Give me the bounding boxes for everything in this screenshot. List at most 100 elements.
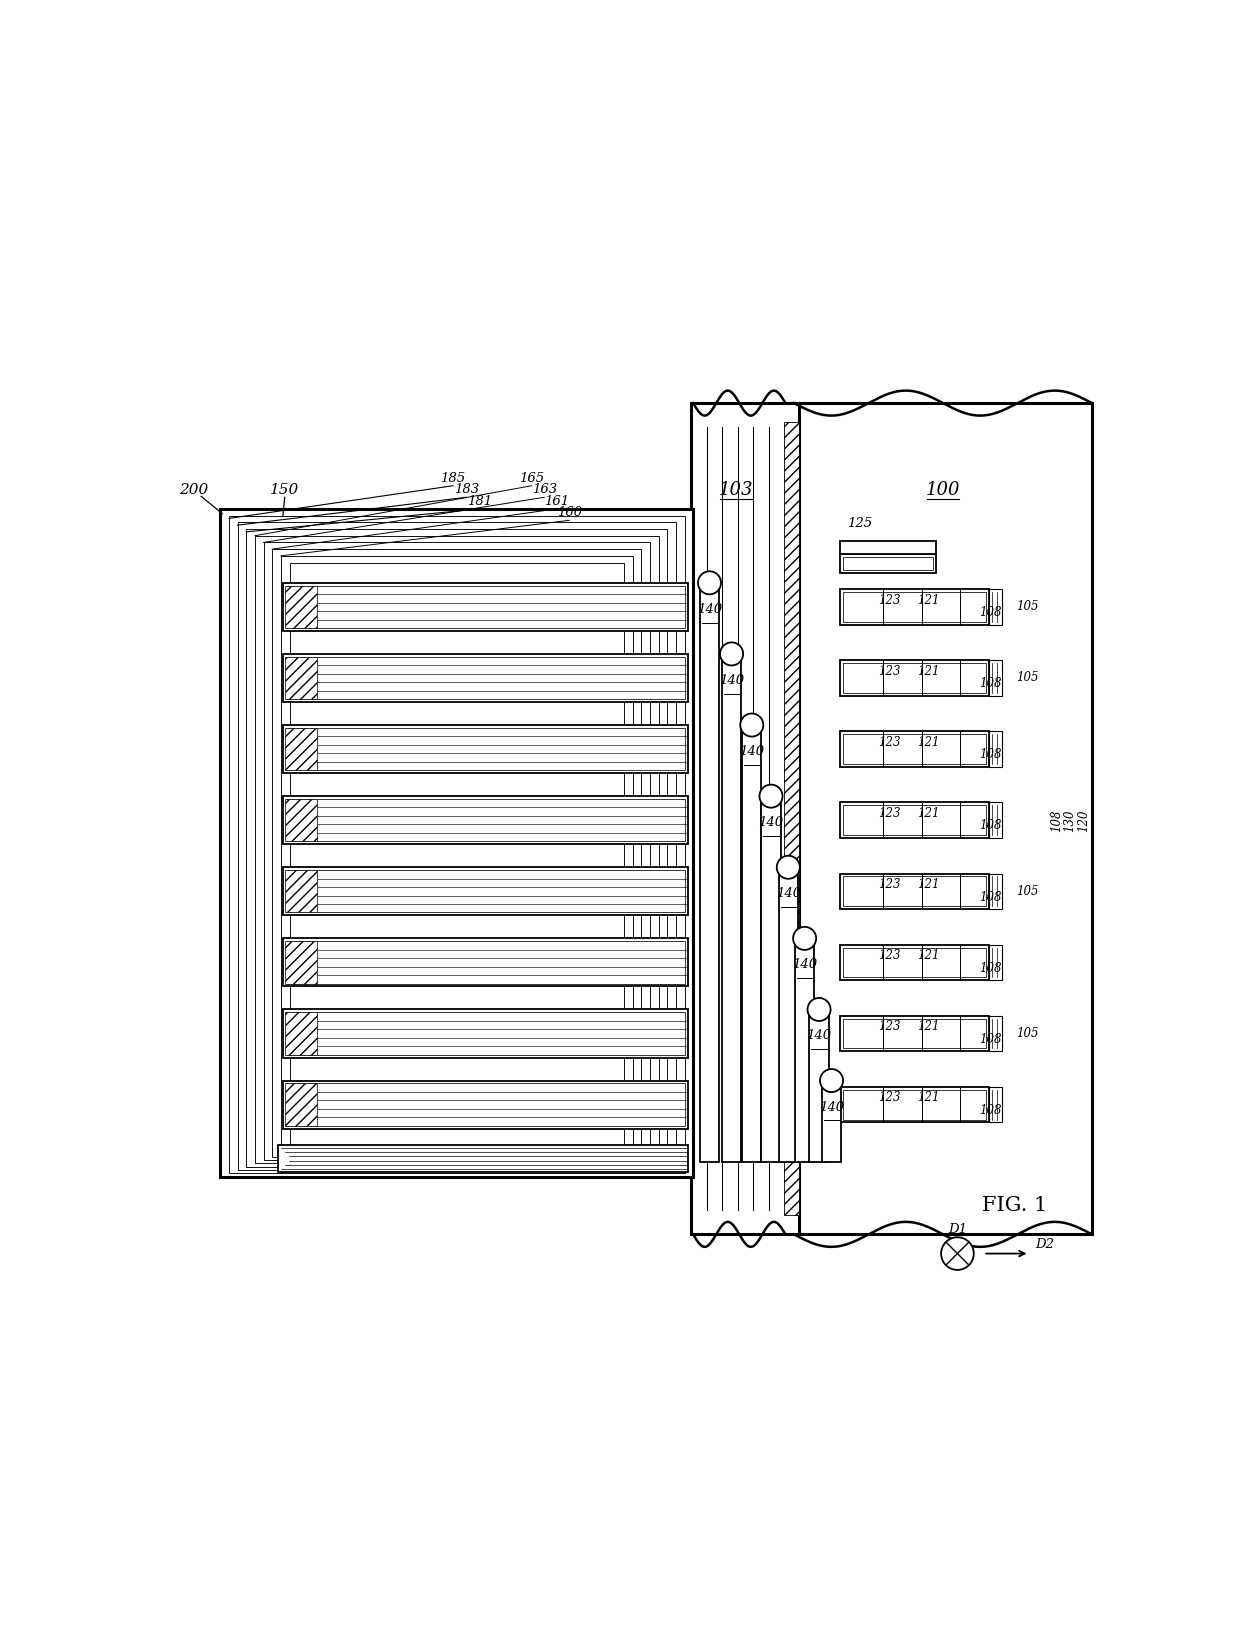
Bar [691, 403, 799, 1234]
Text: 105: 105 [1016, 885, 1039, 898]
Bar [841, 554, 936, 574]
Bar [990, 589, 1002, 624]
Circle shape [698, 571, 720, 595]
Text: 121: 121 [918, 1091, 940, 1104]
Text: 130: 130 [1064, 810, 1076, 833]
Text: 108: 108 [1050, 810, 1063, 833]
Text: 123: 123 [879, 806, 901, 820]
Bar [285, 941, 686, 984]
Circle shape [776, 855, 800, 878]
Bar [290, 563, 624, 1150]
Bar [283, 867, 688, 915]
Bar [841, 1016, 990, 1052]
Text: 108: 108 [980, 1033, 1002, 1046]
Bar [990, 1086, 1002, 1122]
Bar [822, 1081, 841, 1163]
Text: 140: 140 [759, 816, 784, 829]
Text: FIG. 1: FIG. 1 [982, 1197, 1048, 1215]
Bar [283, 725, 688, 772]
Circle shape [820, 1068, 843, 1093]
Bar [990, 660, 1002, 696]
Text: 108: 108 [980, 1104, 1002, 1117]
Bar [990, 732, 1002, 767]
Text: 108: 108 [980, 891, 1002, 904]
Text: 140: 140 [792, 958, 817, 971]
Bar [843, 556, 934, 571]
Bar [785, 423, 799, 1215]
Text: 150: 150 [270, 483, 299, 496]
Bar [221, 509, 693, 1177]
Text: 123: 123 [879, 1020, 901, 1033]
Bar [285, 1013, 686, 1055]
Text: 140: 140 [776, 888, 801, 901]
Bar [285, 1013, 317, 1055]
Bar [699, 582, 719, 1163]
Text: 181: 181 [467, 494, 492, 507]
Bar [264, 543, 650, 1159]
Text: 183: 183 [454, 483, 479, 496]
Bar [841, 873, 990, 909]
Text: 108: 108 [980, 961, 1002, 974]
Bar [285, 870, 686, 912]
Text: 121: 121 [918, 1020, 940, 1033]
Circle shape [740, 714, 764, 737]
Text: 123: 123 [879, 593, 901, 606]
Text: 121: 121 [918, 665, 940, 678]
Text: 108: 108 [980, 748, 1002, 761]
Bar [281, 556, 632, 1153]
Bar [285, 657, 686, 699]
Circle shape [941, 1237, 973, 1270]
Text: 140: 140 [739, 745, 764, 758]
Bar [283, 1081, 688, 1128]
Bar [743, 725, 761, 1163]
Bar [285, 585, 317, 628]
Circle shape [720, 642, 743, 665]
Bar [843, 1018, 986, 1049]
Text: 123: 123 [879, 737, 901, 750]
Text: 123: 123 [879, 950, 901, 963]
Text: 140: 140 [818, 1101, 844, 1114]
Bar [285, 941, 317, 984]
Text: 200: 200 [179, 483, 208, 496]
Bar [990, 873, 1002, 909]
Text: 108: 108 [980, 820, 1002, 833]
Circle shape [794, 927, 816, 950]
Bar [841, 540, 936, 554]
Bar [843, 663, 986, 693]
Text: 123: 123 [879, 665, 901, 678]
Text: 121: 121 [918, 950, 940, 963]
Bar [843, 735, 986, 764]
Bar [285, 585, 686, 628]
Bar [285, 1083, 317, 1125]
Bar [229, 515, 684, 1174]
Text: 108: 108 [980, 606, 1002, 620]
Text: 123: 123 [879, 878, 901, 891]
Bar [238, 522, 676, 1171]
Bar [841, 1086, 990, 1122]
Bar [247, 528, 667, 1166]
Bar [283, 938, 688, 987]
Text: 121: 121 [918, 878, 940, 891]
Bar [278, 1145, 688, 1172]
Text: 165: 165 [520, 472, 544, 485]
Bar [843, 1089, 986, 1120]
Bar [841, 732, 990, 767]
Text: 100: 100 [926, 481, 960, 499]
Text: 161: 161 [544, 494, 569, 507]
Circle shape [759, 785, 782, 808]
Text: 140: 140 [719, 673, 744, 686]
Circle shape [807, 998, 831, 1021]
Text: 121: 121 [918, 593, 940, 606]
Text: 121: 121 [918, 737, 940, 750]
Text: 125: 125 [847, 517, 872, 530]
Text: 105: 105 [1016, 672, 1039, 685]
Bar [990, 945, 1002, 980]
Text: 105: 105 [1016, 1028, 1039, 1041]
Text: D2: D2 [1035, 1239, 1054, 1252]
Bar [285, 798, 686, 841]
Bar [794, 403, 1092, 1234]
Bar [283, 797, 688, 844]
Bar [990, 802, 1002, 837]
Bar [843, 805, 986, 836]
Bar [285, 728, 317, 771]
